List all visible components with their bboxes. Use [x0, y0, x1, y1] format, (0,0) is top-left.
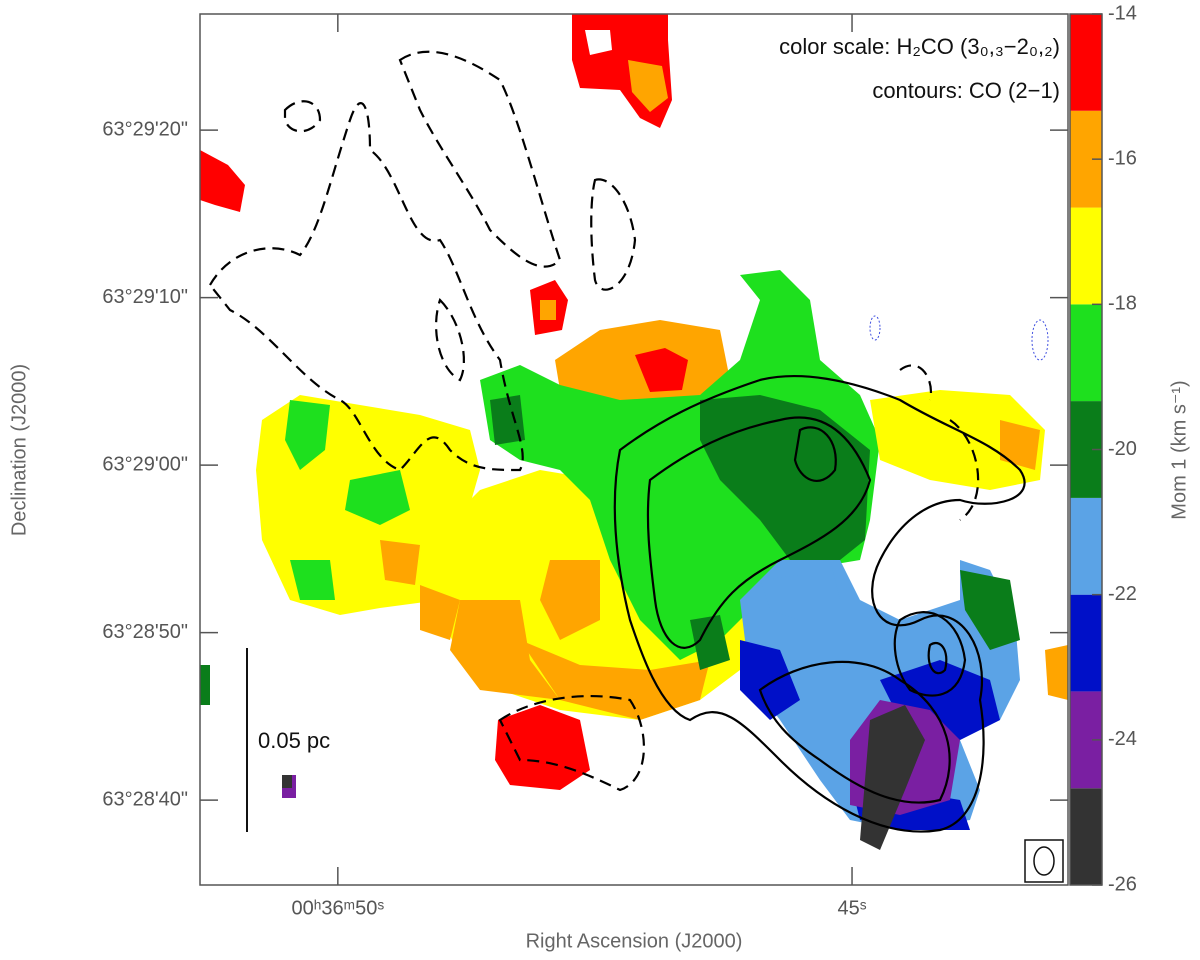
colorbar-tick-label: -20	[1108, 438, 1137, 460]
y-tick-label: 63°28'50"	[102, 621, 188, 643]
beam-noise	[869, 315, 881, 341]
y-axis-label: Declination (J2000)	[8, 364, 30, 536]
y-tick-label: 63°29'10"	[102, 286, 188, 308]
colorbar-bin	[1070, 304, 1102, 402]
x-axis-label: Right Ascension (J2000)	[526, 930, 743, 952]
colorbar-bin	[1070, 497, 1102, 595]
colorbar-bin	[1070, 788, 1102, 885]
x-tick-label: 45ˢ	[838, 897, 867, 919]
colorbar-bin	[1070, 594, 1102, 692]
colorbar-tick-label: -24	[1108, 728, 1137, 750]
axes: 00ʰ36ᵐ50ˢ 45ˢ 63°29'20" 63°29'10" 63°29'00" 6…	[102, 2, 1137, 919]
colorbar-label: Mom 1 (km s⁻¹)	[1168, 380, 1190, 519]
legend-text: color scale: H₂CO (3₀,₃−2₀,₂)	[779, 34, 1060, 59]
scale-bar-label: 0.05 pc	[258, 728, 330, 753]
colorbar-bin	[1070, 207, 1102, 305]
velocity-map	[200, 14, 1068, 850]
x-tick-label: 00ʰ36ᵐ50ˢ	[291, 897, 384, 919]
y-tick-label: 63°29'20"	[102, 118, 188, 140]
legend-text: contours: CO (2−1)	[872, 78, 1060, 103]
beam	[1033, 846, 1055, 876]
colorbar-bin	[1070, 14, 1102, 111]
y-tick-label: 63°28'40"	[102, 788, 188, 810]
colorbar-tick-label: -14	[1108, 2, 1137, 24]
colorbar-tick-label: -26	[1108, 873, 1137, 895]
colorbar-tick-label: -18	[1108, 293, 1137, 315]
y-tick-label: 63°29'00"	[102, 453, 188, 475]
beam-noise	[1031, 319, 1049, 361]
contours	[208, 50, 1026, 833]
plot-frame	[199, 13, 1069, 886]
colorbar-tick-label: -22	[1108, 583, 1137, 605]
colorbar-tick-label: -16	[1108, 147, 1137, 169]
